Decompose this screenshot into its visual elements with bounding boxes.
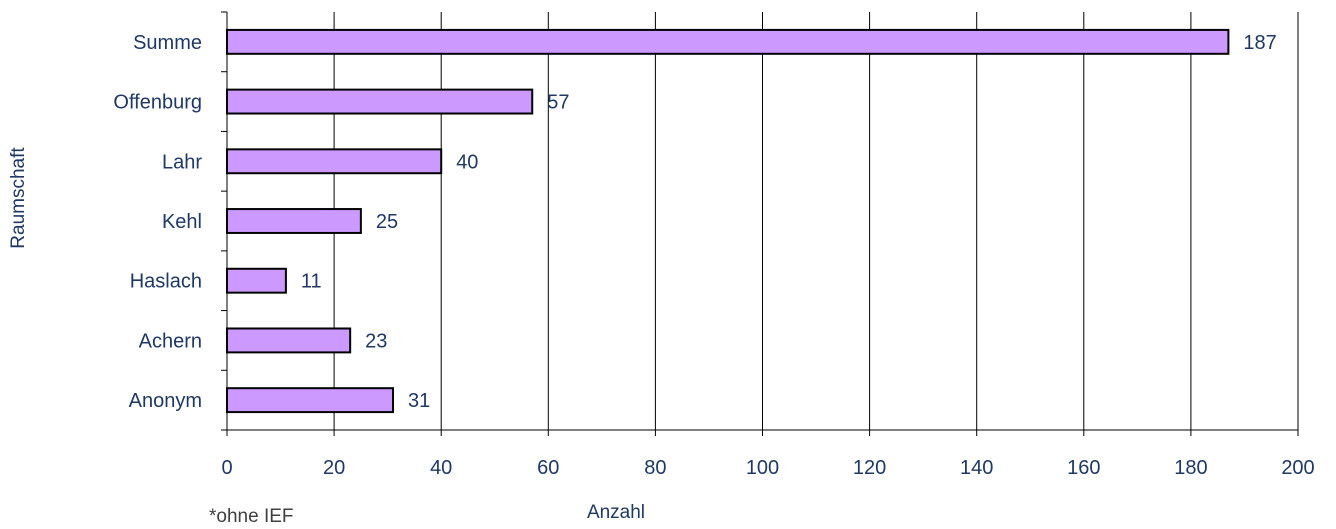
data-label: 25 [376,211,398,233]
bar [226,267,287,294]
data-label: 31 [408,390,430,412]
category-label: Lahr [162,151,202,173]
category-label: Offenburg [113,92,202,114]
x-tick-label: 100 [746,457,779,479]
gridlines [333,12,1299,430]
bar [226,208,362,234]
data-label: 187 [1243,32,1276,54]
category-label: Anonym [129,390,202,412]
category-label: Summe [133,32,202,54]
category-label: Haslach [130,271,202,293]
y-axis-title: Raumschaft [8,147,29,249]
x-tick-label: 40 [430,457,452,479]
data-label: 23 [365,330,387,352]
data-label: 57 [547,92,569,114]
bar [226,387,395,414]
x-tick-label: 0 [221,457,232,479]
x-tick-label: 180 [1174,457,1207,479]
category-label: Achern [139,330,202,352]
labels: 0 20 40 60 80 100 120 140 160 180 200 Summe 187 Offen… [113,32,1314,479]
footnote: *ohne IEF [209,506,294,524]
data-label: 11 [301,271,322,293]
bar [226,148,443,175]
x-tick-label: 20 [323,457,345,479]
bar [226,28,1230,55]
x-tick-label: 60 [537,457,559,479]
bar [226,327,352,354]
data-label: 40 [456,151,478,173]
x-tick-label: 120 [853,457,886,479]
x-tick-label: 200 [1281,457,1314,479]
x-axis-title: Anzahl [587,502,645,523]
bar [226,88,534,115]
x-tick-label: 140 [960,457,993,479]
x-tick-label: 160 [1067,457,1100,479]
bars [226,28,1230,414]
x-tick-label: 80 [644,457,666,479]
category-label: Kehl [162,211,202,233]
